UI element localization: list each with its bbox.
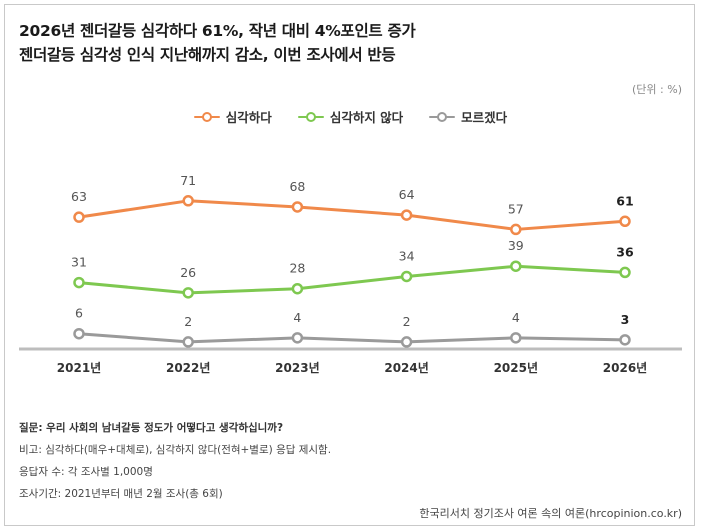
- data-point-unknown: [400, 336, 413, 348]
- legend-swatch-unknown: [429, 111, 456, 122]
- chart-title: 2026년 젠더갈등 심각하다 61%, 작년 대비 4%포인트 증가: [19, 22, 416, 40]
- data-point-serious: [619, 215, 631, 228]
- source-credit: 한국리서치 정기조사 여론 속의 여론(hrcopinion.co.kr): [419, 507, 682, 520]
- legend: 심각하다 심각하지 않다 모르겠다: [5, 107, 696, 126]
- data-label-serious: 64: [399, 187, 415, 202]
- series-line-not-serious: [78, 264, 626, 295]
- data-point-unknown: [291, 332, 304, 344]
- data-point-unknown: [619, 334, 631, 346]
- note-remark: 비고: 심각하다(매우+대체로), 심각하지 않다(전혀+별로) 응답 제시함.: [19, 444, 332, 456]
- data-label-not-serious: 31: [71, 255, 87, 270]
- data-label-unknown: 2: [184, 314, 192, 329]
- legend-item-not-serious: 심각하지 않다: [297, 107, 404, 126]
- data-label-not-serious: 36: [616, 244, 634, 259]
- data-label-not-serious: 34: [399, 248, 415, 263]
- data-label-unknown: 4: [293, 310, 301, 325]
- legend-item-serious: 심각하다: [193, 107, 272, 126]
- data-point-unknown: [182, 336, 194, 348]
- data-point-serious: [510, 223, 522, 236]
- data-label-unknown: 2: [403, 314, 411, 329]
- note-respondents: 응답자 수: 각 조사별 1,000명: [19, 466, 153, 478]
- notes: 질문: 우리 사회의 남녀갈등 정도가 어떻다고 생각하십니까? 비고: 심각하…: [19, 417, 331, 505]
- chart-frame: 2026년 젠더갈등 심각하다 61%, 작년 대비 4%포인트 증가 젠더갈등…: [4, 4, 695, 526]
- x-tick-label: 2025년: [494, 361, 538, 375]
- unit-label: (단위 : %): [632, 83, 682, 96]
- data-point-serious: [291, 201, 304, 213]
- legend-label-serious: 심각하다: [225, 110, 272, 125]
- legend-label-unknown: 모르겠다: [461, 110, 508, 125]
- data-point-serious: [400, 209, 413, 221]
- data-label-unknown: 6: [75, 306, 83, 321]
- legend-label-not-serious: 심각하지 않다: [329, 110, 404, 125]
- data-label-serious: 71: [180, 173, 196, 188]
- data-label-serious: 68: [289, 179, 305, 194]
- note-period: 조사기간: 2021년부터 매년 2월 조사(총 6회): [19, 488, 223, 500]
- series-line-unknown: [78, 332, 626, 344]
- x-tick-label: 2021년: [57, 361, 101, 375]
- data-label-serious: 61: [616, 193, 633, 208]
- legend-item-unknown: 모르겠다: [429, 107, 507, 126]
- data-point-serious: [73, 211, 85, 223]
- data-point-not-serious: [182, 287, 194, 299]
- data-point-not-serious: [400, 270, 413, 283]
- data-label-serious: 63: [71, 189, 87, 204]
- data-point-not-serious: [291, 282, 304, 295]
- x-tick-label: 2022년: [166, 361, 210, 375]
- data-label-not-serious: 28: [289, 261, 305, 276]
- data-point-not-serious: [510, 260, 522, 272]
- x-tick-label: 2023년: [275, 361, 319, 375]
- data-point-unknown: [73, 327, 85, 340]
- data-point-unknown: [510, 332, 522, 344]
- x-tick-label: 2026년: [603, 361, 647, 375]
- legend-swatch-not-serious: [297, 111, 324, 122]
- chart-subtitle: 젠더갈등 심각성 인식 지난해까지 감소, 이번 조사에서 반등: [19, 46, 396, 64]
- data-label-unknown: 3: [621, 312, 630, 327]
- note-question: 질문: 우리 사회의 남녀갈등 정도가 어떻다고 생각하십니까?: [19, 422, 284, 434]
- data-point-not-serious: [73, 276, 85, 289]
- data-label-not-serious: 26: [180, 265, 196, 280]
- x-tick-label: 2024년: [384, 361, 428, 375]
- legend-swatch-serious: [193, 111, 220, 122]
- data-point-not-serious: [619, 266, 631, 279]
- data-label-serious: 57: [508, 201, 524, 216]
- data-point-serious: [182, 195, 194, 207]
- data-label-not-serious: 39: [508, 238, 524, 253]
- data-label-unknown: 4: [512, 310, 520, 325]
- series-line-serious: [78, 199, 626, 231]
